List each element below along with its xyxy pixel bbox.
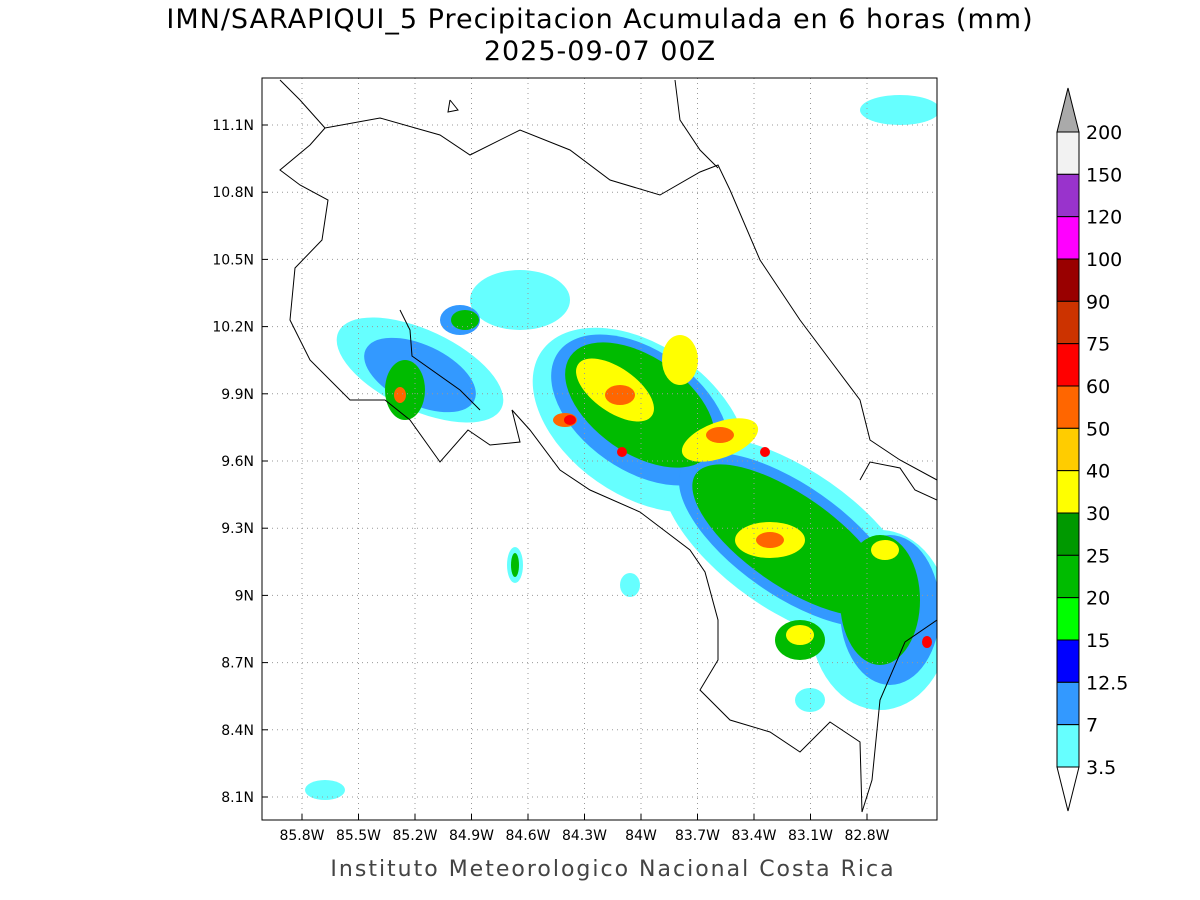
colorbar-label: 90 [1086, 291, 1110, 313]
colorbar-box [1056, 258, 1080, 302]
colorbar-box [1056, 470, 1080, 514]
colorbar-box [1056, 427, 1080, 472]
colorbar-label: 60 [1086, 376, 1110, 398]
lon-label: 83.7W [675, 828, 720, 844]
colorbar-label: 7 [1086, 715, 1098, 737]
colorbar-under [1056, 766, 1080, 812]
colorbar-box [1056, 300, 1080, 345]
colorbar-label: 12.5 [1086, 672, 1128, 694]
colorbar-box [1056, 131, 1080, 175]
lat-label: 10.8N [212, 185, 254, 201]
colorbar: 200 150 120 100 90 75 60 50 40 30 25 20 15 12.5 7 3.5 [1056, 87, 1128, 812]
colorbar-box [1056, 385, 1080, 429]
precip-field [305, 95, 937, 800]
coastlines [279, 79, 937, 813]
map-frame [261, 77, 938, 821]
colorbar-label: 30 [1086, 503, 1110, 525]
lon-label: 83.1W [788, 828, 833, 844]
colorbar-box [1056, 343, 1080, 387]
title: IMN/SARAPIQUI_5 Precipitacion Acumulada … [166, 4, 1033, 35]
colorbar-label: 200 [1086, 122, 1122, 144]
lon-label: 84W [625, 828, 657, 844]
colorbar-label: 75 [1086, 334, 1110, 356]
colorbar-box [1056, 554, 1080, 599]
lon-label: 84.3W [562, 828, 607, 844]
lon-label: 84.6W [505, 828, 550, 844]
lat-label: 8.1N [221, 790, 254, 806]
lat-label: 8.4N [221, 723, 254, 739]
lon-label: 85.2W [392, 828, 437, 844]
colorbar-label: 3.5 [1086, 757, 1116, 779]
colorbar-label: 15 [1086, 630, 1110, 652]
colorbar-box [1056, 216, 1080, 260]
lat-label: 10.2N [212, 320, 254, 336]
colorbar-label: 25 [1086, 545, 1110, 567]
lat-label: 9.6N [221, 454, 254, 470]
colorbar-label: 40 [1086, 461, 1110, 483]
lat-label: 10.5N [212, 252, 254, 268]
colorbar-label: 50 [1086, 418, 1110, 440]
colorbar-box [1056, 173, 1080, 218]
footer: Instituto Meteorologico Nacional Costa R… [330, 857, 895, 882]
graticule: 11.1N 10.8N 10.5N 10.2N 9.9N 9.6N 9.3N 9N 8.7N 8.… [212, 78, 937, 844]
colorbar-label: 150 [1086, 164, 1122, 186]
subtitle: 2025-09-07 00Z [484, 36, 716, 67]
lon-label: 82.8W [844, 828, 889, 844]
lon-label: 84.9W [449, 828, 494, 844]
lat-label: 9N [235, 588, 254, 604]
colorbar-box [1056, 639, 1080, 683]
lat-label: 9.9N [221, 387, 254, 403]
colorbar-label: 20 [1086, 588, 1110, 610]
colorbar-label: 120 [1086, 207, 1122, 229]
lon-label: 83.4W [731, 828, 776, 844]
colorbar-box [1056, 597, 1080, 641]
colorbar-label: 100 [1086, 249, 1122, 271]
colorbar-box [1056, 512, 1080, 556]
lat-label: 9.3N [221, 521, 254, 537]
lat-label: 11.1N [212, 118, 254, 134]
colorbar-box [1056, 681, 1080, 726]
colorbar-box [1056, 724, 1080, 768]
lat-label: 8.7N [221, 656, 254, 672]
lon-label: 85.8W [279, 828, 324, 844]
colorbar-over [1056, 87, 1080, 133]
lon-label: 85.5W [336, 828, 381, 844]
